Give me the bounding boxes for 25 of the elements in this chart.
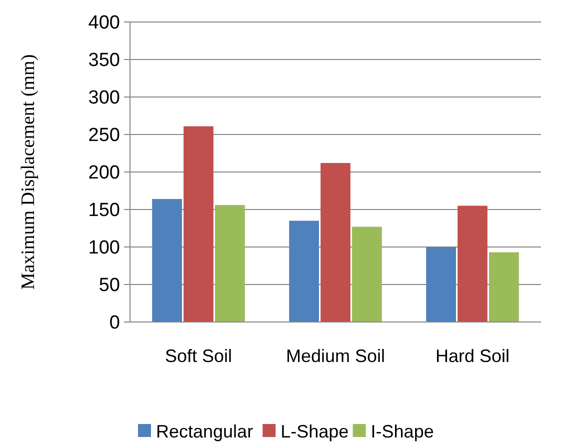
bar <box>458 206 488 322</box>
x-tick-label: Medium Soil <box>286 346 386 366</box>
bar <box>215 205 245 322</box>
legend-label: Rectangular <box>156 421 254 442</box>
y-tick-label: 200 <box>88 162 120 184</box>
bar <box>152 199 182 322</box>
bar <box>289 220 319 322</box>
legend-label: I-Shape <box>370 421 434 442</box>
bar <box>320 163 350 322</box>
y-tick-label: 400 <box>88 12 120 34</box>
y-tick-label: 0 <box>109 312 120 334</box>
legend-label: L-Shape <box>280 421 349 442</box>
y-tick-label: 300 <box>88 88 120 109</box>
y-tick-label: 50 <box>98 275 120 296</box>
y-tick-label: 100 <box>88 238 120 259</box>
bar <box>184 126 214 322</box>
x-tick-label: Soft Soil <box>164 346 232 366</box>
y-tick-label: 250 <box>88 125 120 146</box>
bar <box>426 247 456 322</box>
x-tick-label: Hard Soil <box>435 346 510 366</box>
bar <box>352 226 382 322</box>
bar <box>489 252 519 322</box>
y-tick-label: 150 <box>88 200 120 222</box>
y-axis-title: Maximum Displacement (mm) <box>18 54 39 290</box>
y-tick-label: 350 <box>88 50 120 72</box>
